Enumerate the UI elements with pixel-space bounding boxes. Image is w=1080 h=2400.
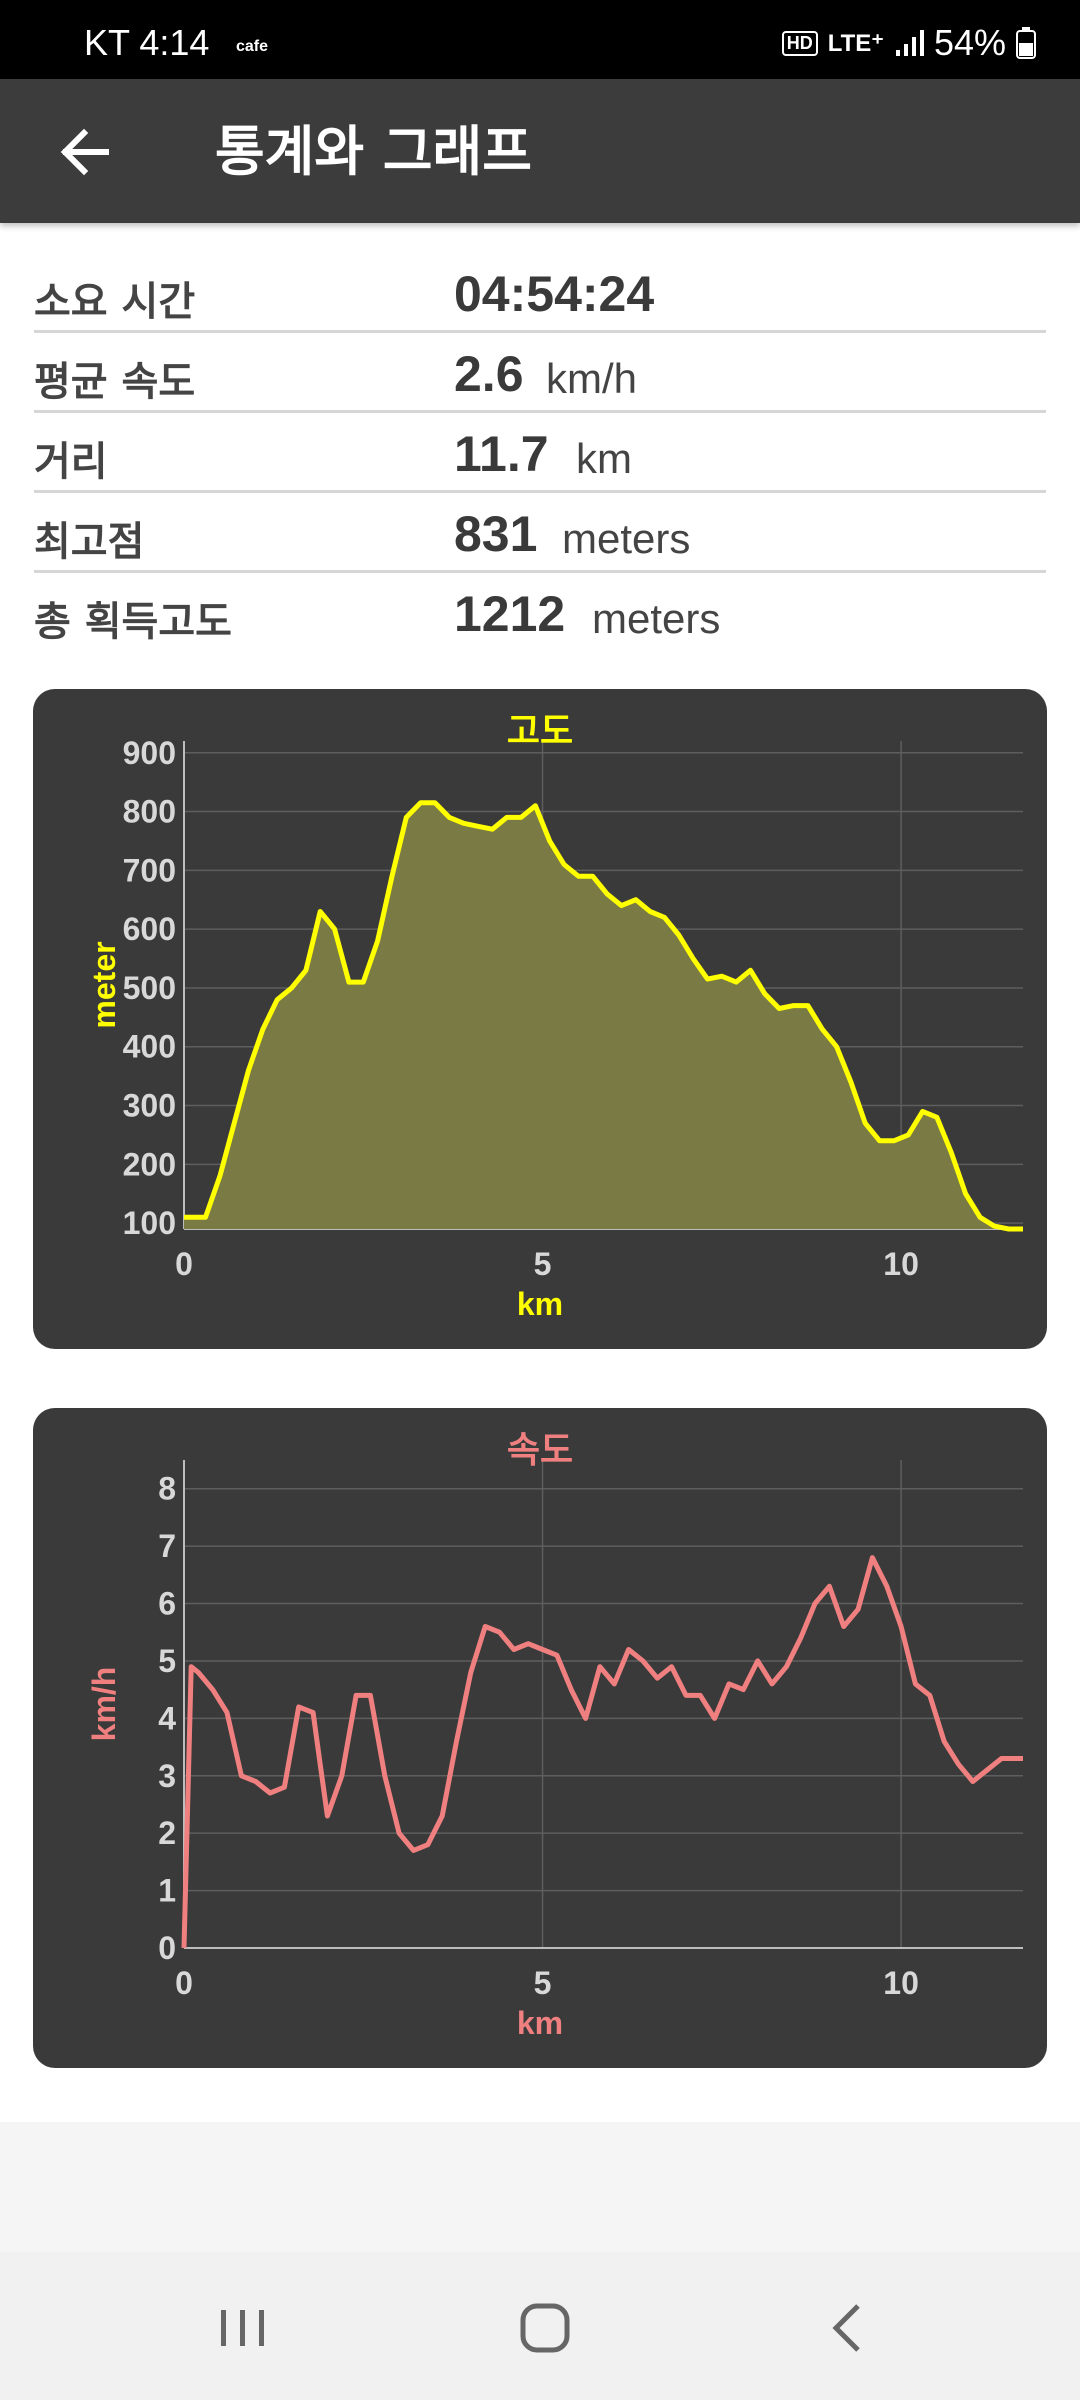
x-tick-label: 10 (883, 1246, 919, 1282)
stat-label: 거리 (34, 439, 108, 485)
y-axis-label: meter (86, 941, 122, 1028)
y-tick-label: 5 (158, 1643, 176, 1679)
stat-row-elevation-gain: 총 획득고도 1212 meters (34, 573, 1046, 653)
navigation-bar (0, 2252, 1080, 2400)
stat-row-distance: 거리 11.7 km (34, 413, 1046, 493)
bottom-spacer (0, 2122, 1080, 2252)
x-tick-label: 10 (883, 1965, 919, 2001)
signal-icon (895, 30, 924, 56)
elevation-chart: 100 200 300 400 500 600 700 800 900 0 5 10 고도 km meter (86, 711, 1023, 1322)
stat-row-avg-speed: 평균 속도 2.6 km/h (34, 333, 1046, 413)
speed-line (181, 1555, 1023, 1949)
back-nav-icon[interactable] (808, 2296, 888, 2360)
status-bar: KT 4:14 cafe HD LTE⁺ 54% (0, 0, 1080, 79)
battery-icon (1016, 27, 1036, 59)
y-tick-label: 700 (123, 852, 176, 888)
x-axis-label: km (517, 1286, 563, 1322)
x-tick-label: 0 (175, 1965, 193, 2001)
stats-table: 소요 시간 04:54:24 평균 속도 2.6 km/h 거리 11.7 km… (34, 253, 1046, 653)
y-tick-label: 100 (123, 1205, 176, 1241)
status-indicators: HD LTE⁺ 54% (781, 22, 1036, 64)
speed-chart-panel: 0 1 2 3 4 5 6 7 8 0 5 10 속도 km km/h (33, 1408, 1047, 2068)
y-tick-label: 6 (158, 1586, 176, 1622)
lte-icon: LTE⁺ (827, 29, 884, 57)
stat-unit: meters (592, 595, 721, 642)
stat-value: 2.6 (454, 346, 524, 402)
y-tick-label: 0 (158, 1930, 176, 1966)
y-tick-label: 1 (158, 1873, 176, 1909)
elevation-line (184, 800, 1023, 1232)
speed-chart: 0 1 2 3 4 5 6 7 8 0 5 10 속도 km km/h (86, 1430, 1023, 2041)
page-title: 통계와 그래프 (215, 120, 532, 183)
y-tick-label: 3 (158, 1758, 176, 1794)
home-icon[interactable] (505, 2296, 585, 2360)
x-axis-label: km (517, 2005, 563, 2041)
y-tick-label: 600 (123, 911, 176, 947)
stat-unit: km (576, 435, 632, 482)
stat-value: 11.7 (454, 426, 549, 482)
y-tick-label: 2 (158, 1815, 176, 1851)
elevation-chart-panel: 100 200 300 400 500 600 700 800 900 0 5 10 고도 km meter (33, 689, 1047, 1349)
y-tick-label: 7 (158, 1528, 176, 1564)
stat-unit: meters (562, 515, 691, 562)
chart-title: 속도 (507, 1430, 573, 1471)
stat-value: 831 (454, 506, 538, 562)
stat-label: 총 획득고도 (34, 599, 232, 645)
stat-value: 1212 (454, 586, 566, 642)
y-tick-label: 400 (123, 1029, 176, 1065)
hd-voice-icon: HD (781, 30, 818, 56)
stat-row-highest-point: 최고점 831 meters (34, 493, 1046, 573)
y-tick-label: 300 (123, 1088, 176, 1124)
y-tick-label: 4 (158, 1700, 176, 1736)
y-tick-label: 800 (123, 794, 176, 830)
y-axis-label: km/h (86, 1667, 122, 1742)
x-tick-label: 0 (175, 1246, 193, 1282)
stat-label: 평균 속도 (34, 359, 196, 405)
stat-label: 최고점 (34, 519, 145, 565)
arrow-left-icon[interactable] (50, 117, 120, 187)
stat-value: 04:54:24 (454, 266, 655, 322)
y-tick-label: 8 (158, 1471, 176, 1507)
carrier-time: KT 4:14 (84, 22, 210, 63)
stat-label: 소요 시간 (34, 279, 196, 325)
elevation-area-fill (184, 802, 1023, 1229)
stat-row-duration: 소요 시간 04:54:24 (34, 253, 1046, 333)
x-tick-label: 5 (534, 1965, 552, 2001)
recent-apps-icon[interactable] (203, 2296, 283, 2360)
stat-unit: km/h (546, 355, 638, 402)
battery-percent: 54% (933, 22, 1006, 63)
y-tick-label: 200 (123, 1146, 176, 1182)
y-tick-label: 900 (123, 735, 176, 771)
x-tick-label: 5 (534, 1246, 552, 1282)
app-bar: 통계와 그래프 (0, 79, 1080, 223)
chart-title: 고도 (507, 711, 573, 752)
cafe-notification: cafe (236, 38, 269, 55)
y-tick-label: 500 (123, 970, 176, 1006)
